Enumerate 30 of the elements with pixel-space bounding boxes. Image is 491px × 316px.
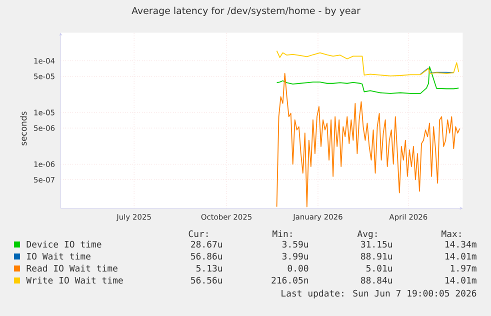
legend-label: Device IO time bbox=[26, 240, 102, 248]
text: 0.00 bbox=[288, 264, 308, 272]
text: 88.84u bbox=[360, 276, 392, 284]
text: 88.91u bbox=[360, 252, 392, 260]
line-series bbox=[420, 68, 454, 75]
text: Cur: bbox=[188, 230, 208, 238]
text: 5.01u bbox=[366, 264, 392, 272]
text: 14.01m bbox=[445, 252, 476, 260]
y-axis-title: seconds bbox=[20, 112, 27, 146]
legend-label: Read IO Wait time bbox=[26, 264, 118, 272]
text: Avg: bbox=[357, 230, 377, 239]
line-series bbox=[276, 72, 460, 208]
text: 3.99u bbox=[282, 252, 308, 260]
text: 3.59u bbox=[282, 240, 308, 248]
text: 14.34m bbox=[445, 240, 476, 248]
text: 28.67u bbox=[191, 240, 222, 248]
text: Min: bbox=[272, 230, 292, 237]
line-series bbox=[276, 66, 460, 94]
text: 14.01m bbox=[445, 276, 476, 284]
text: 1.97m bbox=[450, 264, 476, 272]
text: Max: bbox=[442, 230, 461, 238]
legend-label: Write IO Wait time bbox=[26, 276, 123, 284]
text: Last update: Sun Jun 7 19:00:05 2026 bbox=[282, 290, 476, 298]
text: 56.86u bbox=[191, 252, 222, 260]
chart-title: Average latency for /dev/system/home - by year bbox=[132, 6, 360, 16]
legend-label: IO Wait time bbox=[27, 252, 90, 260]
text: 56.56u bbox=[191, 276, 222, 284]
text: 31.15u bbox=[361, 240, 392, 248]
text: 216.05n bbox=[272, 276, 308, 284]
text: 5.13u bbox=[196, 264, 222, 272]
